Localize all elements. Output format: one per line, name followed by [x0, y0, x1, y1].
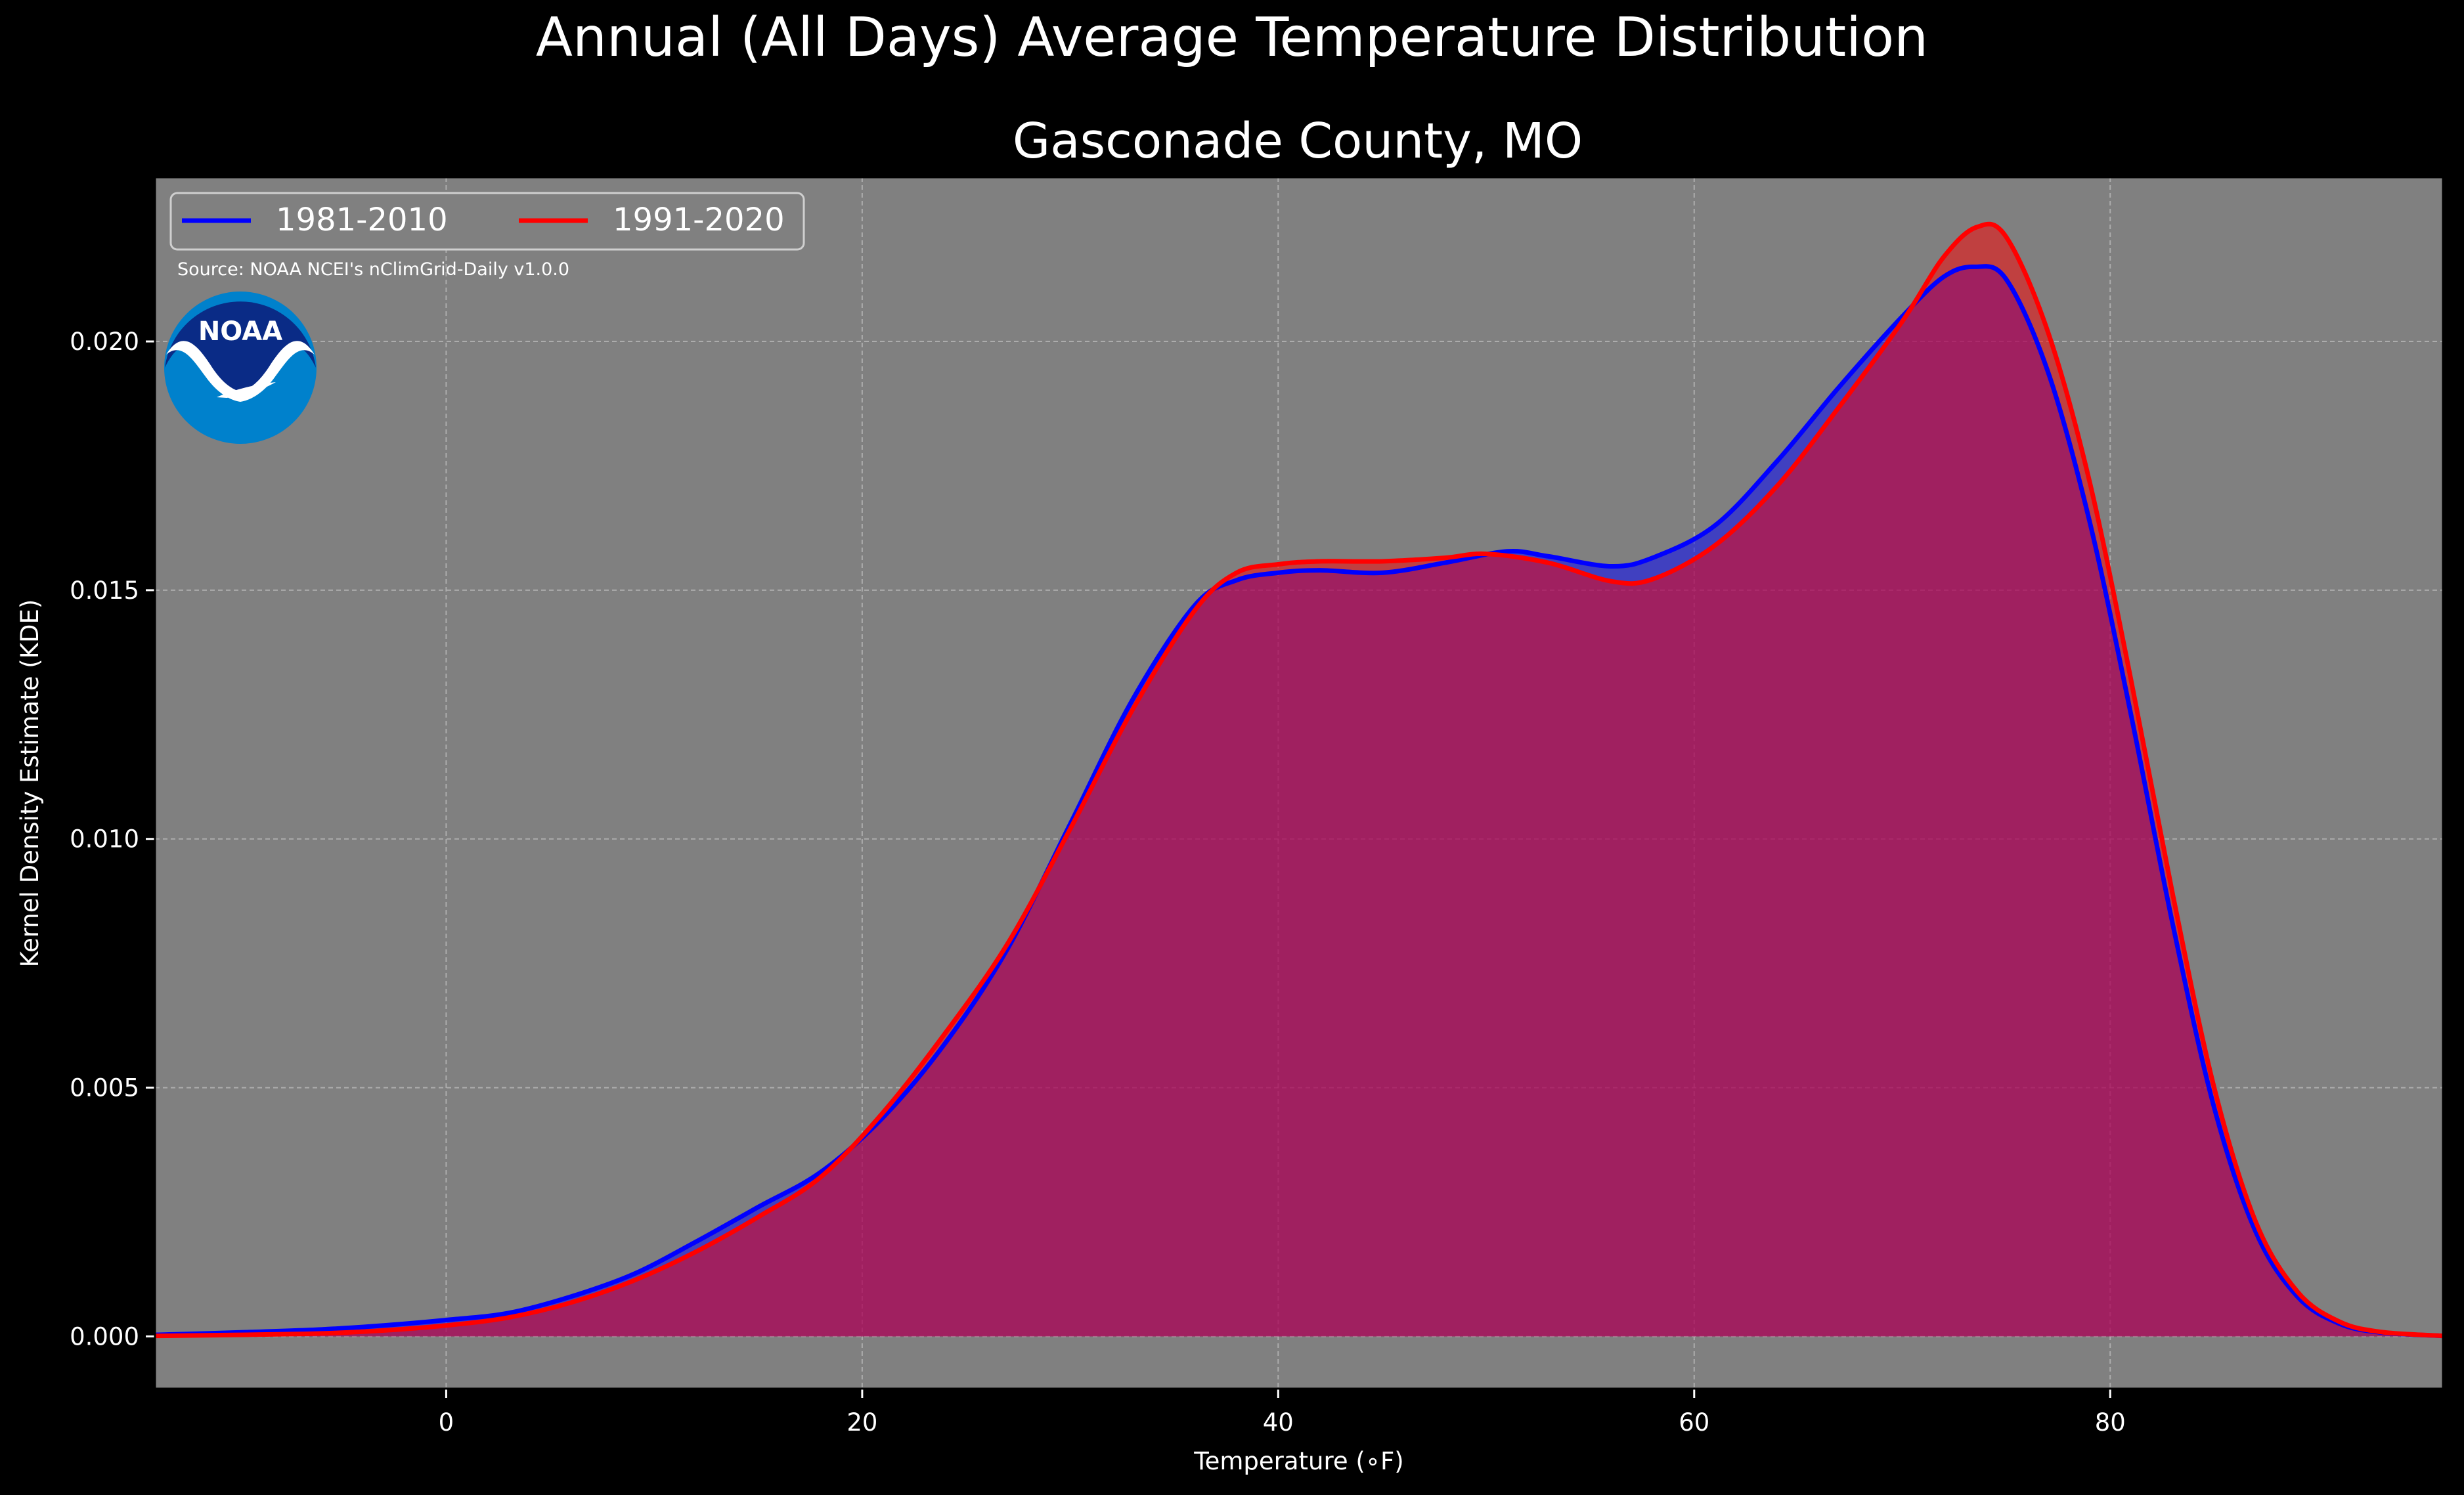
legend-box	[169, 192, 805, 251]
x-axis-label: Temperature (∘F)	[1193, 1447, 1403, 1475]
logo-text: NOAA	[198, 316, 282, 347]
logo-bird	[217, 382, 276, 398]
y-tick-label: 0.000	[70, 1322, 139, 1351]
x-tick-label: 60	[1679, 1408, 1709, 1437]
source-note: Source: NOAA NCEI's nClimGrid-Daily v1.0…	[177, 259, 569, 280]
legend: 1981-2010 1991-2020	[169, 192, 805, 251]
axes: 0 20 40 60 80 0.000 0.005 0.010 0.015 0.020	[70, 176, 2444, 1437]
series-layer	[154, 221, 2444, 1339]
legend-label-1981-2010: 1981-2010	[276, 202, 448, 238]
y-tick-label: 0.015	[70, 576, 139, 605]
chart-title: Annual (All Days) Average Temperature Di…	[536, 7, 1928, 69]
y-tick-label: 0.005	[70, 1074, 139, 1102]
noaa-logo: NOAA	[164, 292, 317, 444]
x-tick-label: 80	[2095, 1408, 2126, 1437]
x-tick-label: 40	[1263, 1408, 1294, 1437]
x-tick-label: 20	[847, 1408, 877, 1437]
series-line-1991-2020	[154, 221, 2444, 1339]
y-tick-label: 0.020	[70, 328, 139, 356]
chart-subtitle: Gasconade County, MO	[1013, 113, 1583, 169]
logo-top	[165, 301, 316, 393]
y-tick-label: 0.010	[70, 825, 139, 854]
y-axis-label: Kernel Density Estimate (KDE)	[16, 599, 44, 968]
legend-label-1991-2020: 1991-2020	[613, 202, 785, 238]
series-fill-1991-2020	[155, 224, 2443, 1337]
plot-frame	[154, 176, 2444, 1390]
logo-wave	[166, 341, 315, 402]
x-tick-label: 0	[439, 1408, 454, 1437]
